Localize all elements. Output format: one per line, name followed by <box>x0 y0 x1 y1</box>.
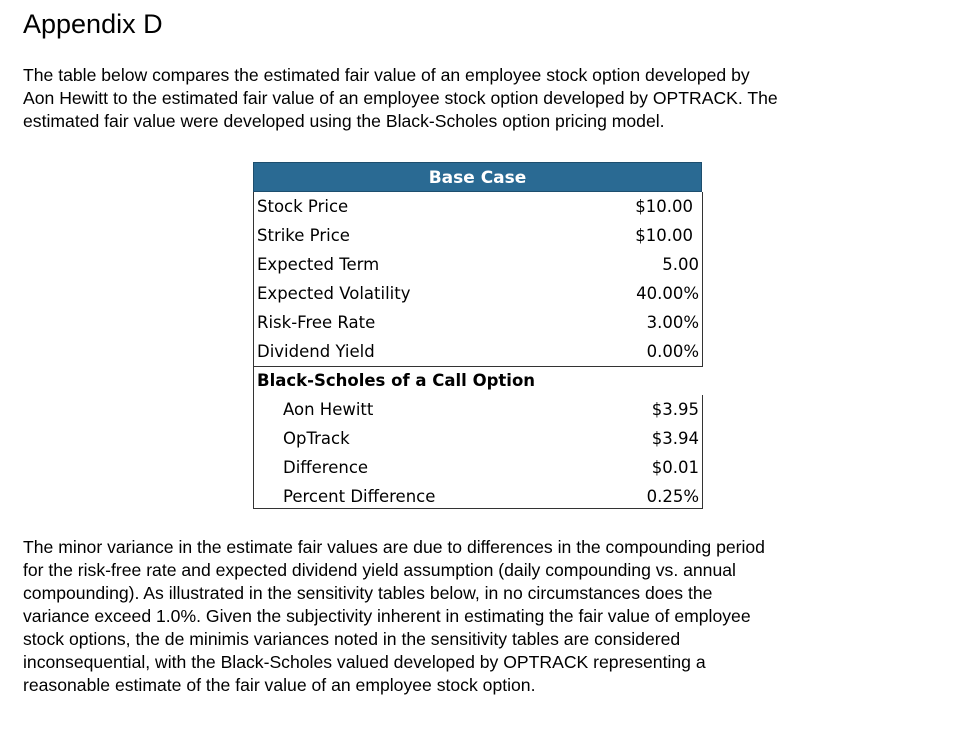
table-body: Stock Price $10.00 Strike Price $10.00 E… <box>253 192 703 511</box>
closing-line: variance exceed 1.0%. Given the subjecti… <box>23 606 751 626</box>
row-label: Stock Price <box>257 197 349 216</box>
table-row: Difference $0.01 <box>254 453 702 482</box>
closing-line: reasonable estimate of the fair value of… <box>23 675 536 695</box>
closing-line: compounding). As illustrated in the sens… <box>23 583 713 603</box>
table-bottom-border <box>254 508 703 509</box>
row-value: 5.00 <box>662 255 699 274</box>
closing-line: for the risk-free rate and expected divi… <box>23 560 736 580</box>
closing-line: stock options, the de minimis variances … <box>23 629 681 649</box>
table-row: Strike Price $10.00 <box>254 221 702 250</box>
table-right-border <box>702 395 703 509</box>
table-row: OpTrack $3.94 <box>254 424 702 453</box>
table-row: Percent Difference 0.25% <box>254 482 702 511</box>
page-title: Appendix D <box>23 9 163 39</box>
row-value: $3.95 <box>651 400 699 419</box>
table-row: Stock Price $10.00 <box>254 192 702 221</box>
table-header: Base Case <box>253 162 702 192</box>
row-label: Expected Term <box>257 255 380 274</box>
row-value: $10.00 <box>635 226 693 245</box>
intro-line: Aon Hewitt to the estimated fair value o… <box>23 88 778 108</box>
intro-paragraph: The table below compares the estimated f… <box>23 64 778 133</box>
intro-line: estimated fair value were developed usin… <box>23 111 665 131</box>
table-right-border <box>702 192 703 366</box>
row-label: Strike Price <box>257 226 350 245</box>
closing-paragraph: The minor variance in the estimate fair … <box>23 536 765 697</box>
intro-line: The table below compares the estimated f… <box>23 65 750 85</box>
row-label: Dividend Yield <box>257 342 375 361</box>
table-row: Aon Hewitt $3.95 <box>254 395 702 424</box>
row-value: 40.00% <box>636 284 699 303</box>
table-row: Risk-Free Rate 3.00% <box>254 308 702 337</box>
row-label: Risk-Free Rate <box>257 313 376 332</box>
row-value: $0.01 <box>651 458 699 477</box>
table-section-row: Black-Scholes of a Call Option <box>254 366 702 395</box>
table-row: Expected Volatility 40.00% <box>254 279 702 308</box>
row-value: 0.25% <box>646 487 699 506</box>
row-label: OpTrack <box>283 429 350 448</box>
closing-line: inconsequential, with the Black-Scholes … <box>23 652 706 672</box>
row-value: $3.94 <box>651 429 699 448</box>
row-label: Difference <box>283 458 369 477</box>
row-label: Expected Volatility <box>257 284 411 303</box>
base-case-table: Base Case Stock Price $10.00 Strike Pric… <box>253 162 703 511</box>
section-divider <box>254 366 703 367</box>
row-label: Percent Difference <box>283 487 436 506</box>
section-label: Black-Scholes of a Call Option <box>257 371 536 390</box>
closing-line: The minor variance in the estimate fair … <box>23 537 765 557</box>
table-row: Dividend Yield 0.00% <box>254 337 702 366</box>
row-value: $10.00 <box>635 197 693 216</box>
table-row: Expected Term 5.00 <box>254 250 702 279</box>
row-label: Aon Hewitt <box>283 400 374 419</box>
row-value: 0.00% <box>646 342 699 361</box>
row-value: 3.00% <box>646 313 699 332</box>
